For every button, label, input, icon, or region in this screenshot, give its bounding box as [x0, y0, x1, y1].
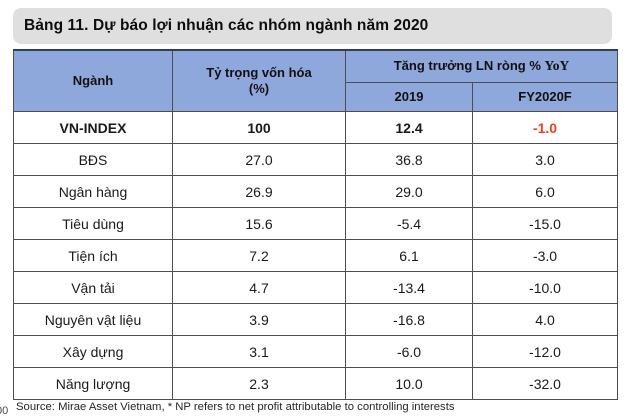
cell-fy2020f: -3.0: [471, 239, 619, 272]
cell-2019: 10.0: [345, 367, 473, 400]
cell-industry: VN-INDEX: [13, 111, 173, 144]
cell-industry: Nguyên vật liệu: [13, 303, 173, 336]
header-cap-weight-line1: Tỷ trọng vốn hóa: [206, 64, 312, 80]
cell-2019: 12.4: [345, 111, 473, 144]
forecast-table-wrap: Ngành Tỷ trọng vốn hóa (%) Tăng trưởng L…: [13, 49, 619, 400]
cell-fy2020f: 6.0: [471, 175, 619, 208]
cell-2019: 29.0: [345, 175, 473, 208]
header-industry: Ngành: [13, 49, 173, 112]
cell-industry: Năng lượng: [13, 367, 173, 400]
cell-cap-weight: 4.7: [172, 271, 346, 304]
cell-2019: 6.1: [345, 239, 473, 272]
table-row: BĐS 27.0 36.8 3.0: [13, 143, 619, 176]
cell-cap-weight: 3.1: [172, 335, 346, 368]
table-row: Tiện ích 7.2 6.1 -3.0: [13, 239, 619, 272]
cell-industry: Tiêu dùng: [13, 207, 173, 240]
cell-industry: Tiện ích: [13, 239, 173, 272]
table-title-bar: Bảng 11. Dự báo lợi nhuận các nhóm ngành…: [13, 8, 612, 44]
cell-cap-weight: 3.9: [172, 303, 346, 336]
cell-2019: -16.8: [345, 303, 473, 336]
table-row: Nguyên vật liệu 3.9 -16.8 4.0: [13, 303, 619, 336]
header-fy2020f: FY2020F: [471, 82, 619, 112]
cell-cap-weight: 15.6: [172, 207, 346, 240]
table-row: VN-INDEX 100 12.4 -1.0: [13, 111, 619, 144]
cell-industry: Ngân hàng: [13, 175, 173, 208]
cropped-edge-text: 00: [0, 405, 9, 417]
cell-fy2020f: 4.0: [471, 303, 619, 336]
table-header: Ngành Tỷ trọng vốn hóa (%) Tăng trưởng L…: [13, 49, 619, 112]
cell-2019: 36.8: [345, 143, 473, 176]
header-2019: 2019: [345, 82, 473, 112]
table-row: Tiêu dùng 15.6 -5.4 -15.0: [13, 207, 619, 240]
cell-cap-weight: 2.3: [172, 367, 346, 400]
cell-fy2020f: -10.0: [471, 271, 619, 304]
cell-fy2020f: -1.0: [471, 111, 619, 144]
source-note: Source: Mirae Asset Vietnam, * NP refers…: [16, 401, 455, 413]
cell-cap-weight: 100: [172, 111, 346, 144]
cell-industry: Xây dựng: [13, 335, 173, 368]
cell-fy2020f: -15.0: [471, 207, 619, 240]
cell-fy2020f: -32.0: [471, 367, 619, 400]
forecast-table: Ngành Tỷ trọng vốn hóa (%) Tăng trưởng L…: [13, 49, 619, 400]
header-row-2: 2019 FY2020F: [14, 82, 619, 112]
cell-industry: BĐS: [13, 143, 173, 176]
cell-industry: Vận tải: [13, 271, 173, 304]
table-row: Năng lượng 2.3 10.0 -32.0: [13, 367, 619, 400]
header-cap-weight-line2: (%): [248, 81, 270, 96]
cell-cap-weight: 26.9: [172, 175, 346, 208]
header-growth: Tăng trưởng LN ròng % YoY: [344, 49, 619, 83]
table-row: Xây dựng 3.1 -6.0 -12.0: [13, 335, 619, 368]
cell-fy2020f: 3.0: [471, 143, 619, 176]
table-body: VN-INDEX 100 12.4 -1.0 BĐS 27.0 36.8 3.0…: [13, 111, 619, 400]
cell-2019: -5.4: [345, 207, 473, 240]
cell-cap-weight: 7.2: [172, 239, 346, 272]
table-row: Vận tải 4.7 -13.4 -10.0: [13, 271, 619, 304]
cell-2019: -13.4: [345, 271, 473, 304]
header-row-1: Ngành Tỷ trọng vốn hóa (%) Tăng trưởng L…: [13, 49, 619, 112]
header-growth-yoy: YoY: [544, 58, 570, 74]
header-cap-weight: Tỷ trọng vốn hóa (%): [172, 49, 346, 112]
table-row: Ngân hàng 26.9 29.0 6.0: [13, 175, 619, 208]
cell-2019: -6.0: [345, 335, 473, 368]
cell-fy2020f: -12.0: [471, 335, 619, 368]
cell-cap-weight: 27.0: [172, 143, 346, 176]
table-title: Bảng 11. Dự báo lợi nhuận các nhóm ngành…: [24, 17, 429, 34]
header-growth-prefix: Tăng trưởng LN ròng %: [393, 58, 545, 74]
